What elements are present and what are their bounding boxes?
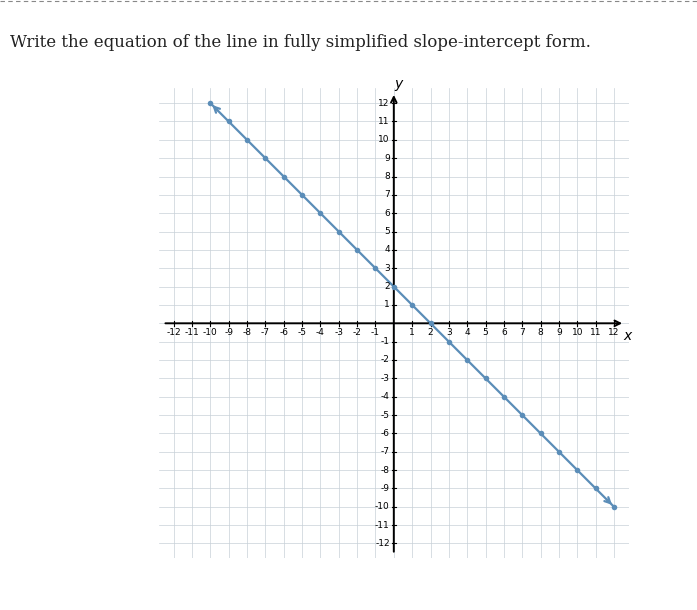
Text: -9: -9: [381, 484, 390, 493]
Text: 10: 10: [378, 135, 390, 145]
Text: 1: 1: [384, 301, 390, 309]
Text: 9: 9: [556, 328, 562, 337]
Text: 12: 12: [608, 328, 620, 337]
Text: y: y: [395, 77, 402, 92]
Text: -12: -12: [375, 539, 390, 548]
Text: 8: 8: [384, 172, 390, 181]
Text: -10: -10: [375, 502, 390, 511]
Text: 6: 6: [384, 209, 390, 218]
Text: -7: -7: [381, 447, 390, 456]
Text: -1: -1: [381, 337, 390, 346]
Text: 6: 6: [501, 328, 507, 337]
Text: -5: -5: [381, 411, 390, 420]
Text: -4: -4: [381, 392, 390, 401]
Text: -12: -12: [167, 328, 181, 337]
Text: 3: 3: [446, 328, 452, 337]
Text: 5: 5: [482, 328, 489, 337]
Text: 2: 2: [384, 282, 390, 291]
Text: 7: 7: [384, 190, 390, 199]
Text: 11: 11: [378, 117, 390, 126]
Text: -8: -8: [243, 328, 252, 337]
Text: x: x: [624, 329, 632, 343]
Text: -9: -9: [224, 328, 233, 337]
Text: 4: 4: [464, 328, 470, 337]
Text: -2: -2: [381, 356, 390, 365]
Text: 11: 11: [590, 328, 602, 337]
Text: Write the equation of the line in fully simplified slope-intercept form.: Write the equation of the line in fully …: [10, 34, 590, 51]
Text: 10: 10: [572, 328, 583, 337]
Text: -5: -5: [298, 328, 307, 337]
Text: 8: 8: [537, 328, 544, 337]
Text: -6: -6: [279, 328, 289, 337]
Text: -8: -8: [381, 465, 390, 475]
Text: 7: 7: [519, 328, 525, 337]
Text: -1: -1: [371, 328, 380, 337]
Text: 12: 12: [378, 99, 390, 107]
Text: -2: -2: [353, 328, 362, 337]
Text: -10: -10: [203, 328, 217, 337]
Text: -11: -11: [375, 520, 390, 529]
Text: 5: 5: [384, 227, 390, 236]
Text: 2: 2: [428, 328, 434, 337]
Text: 3: 3: [384, 264, 390, 273]
Text: -6: -6: [381, 429, 390, 438]
Text: 9: 9: [384, 154, 390, 163]
Text: -11: -11: [185, 328, 199, 337]
Text: -3: -3: [335, 328, 343, 337]
Text: -3: -3: [381, 374, 390, 383]
Text: -4: -4: [316, 328, 325, 337]
Text: -7: -7: [261, 328, 270, 337]
Text: 4: 4: [384, 245, 390, 254]
Text: 1: 1: [409, 328, 415, 337]
